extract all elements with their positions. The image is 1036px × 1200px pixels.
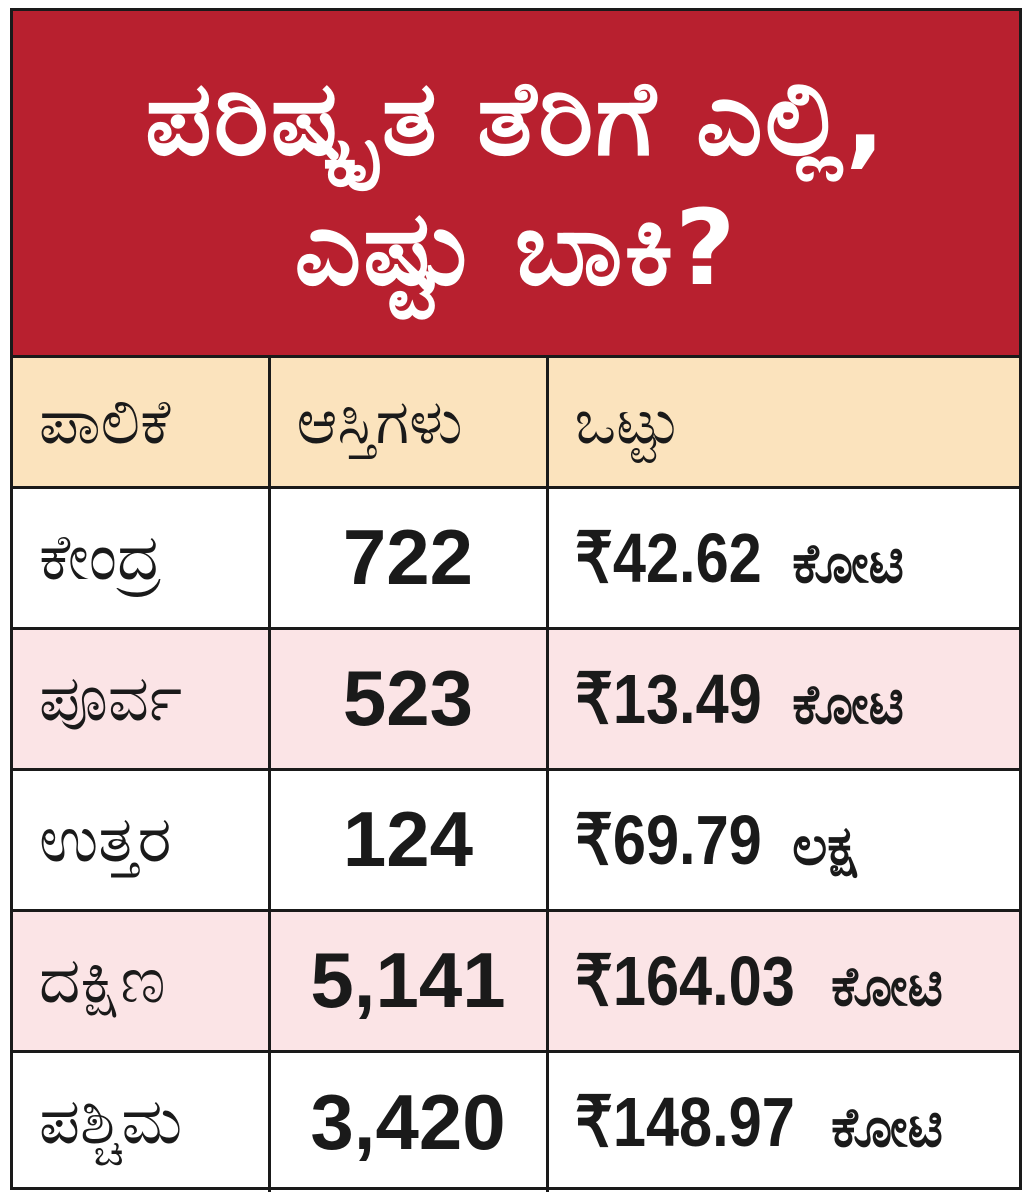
amount-cell: ₹42.62 ಕೋಟಿ: [545, 485, 1019, 630]
table-row: ದಕ್ಷಿಣ 5,141 ₹164.03 ಕೋಟಿ: [13, 908, 1019, 1053]
zone-cell: ಉತ್ತರ: [13, 767, 271, 912]
zone-cell: ಪಶ್ಚಿಮ: [13, 1049, 271, 1192]
amount-unit: ಕೋಟಿ: [792, 531, 904, 595]
title-banner: ಪರಿಷ್ಕೃತ ತೆರಿಗೆ ಎಲ್ಲಿ, ಎಷ್ಟು ಬಾಕಿ?: [13, 11, 1019, 358]
amount-unit: ಕೋಟಿ: [792, 672, 904, 736]
properties-cell: 722: [267, 485, 549, 630]
table-row: ಪೂರ್ವ 523 ₹13.49 ಕೋಟಿ: [13, 626, 1019, 771]
zone-cell: ಕೇಂದ್ರ: [13, 485, 271, 630]
amount-unit: ಕೋಟಿ: [831, 954, 943, 1018]
zone-cell: ಪೂರ್ವ: [13, 626, 271, 771]
table-row: ಪಶ್ಚಿಮ 3,420 ₹148.97 ಕೋಟಿ: [13, 1049, 1019, 1192]
amount-value: ₹42.62: [574, 518, 762, 597]
amount-cell: ₹13.49 ಕೋಟಿ: [545, 626, 1019, 771]
amount-cell: ₹164.03 ಕೋಟಿ: [545, 908, 1019, 1053]
amount-value: ₹164.03: [574, 941, 795, 1020]
table-row: ಉತ್ತರ 124 ₹69.79 ಲಕ್ಷ: [13, 767, 1019, 912]
header-zone: ಪಾಲಿಕೆ: [13, 358, 271, 489]
title-line-1: ಪರಿಷ್ಕೃತ ತೆರಿಗೆ ಎಲ್ಲಿ,: [145, 57, 887, 179]
amount-value: ₹13.49: [574, 659, 762, 738]
properties-cell: 5,141: [267, 908, 549, 1053]
amount-cell: ₹148.97 ಕೋಟಿ: [545, 1049, 1019, 1192]
amount-unit: ಕೋಟಿ: [831, 1096, 943, 1160]
properties-cell: 3,420: [267, 1049, 549, 1192]
table-header-row: ಪಾಲಿಕೆ ಆಸ್ತಿಗಳು ಒಟ್ಟು: [13, 358, 1019, 489]
tax-dues-table: ಪಾಲಿಕೆ ಆಸ್ತಿಗಳು ಒಟ್ಟು ಕೇಂದ್ರ 722 ₹42.62 ಕ…: [13, 358, 1019, 1192]
infographic-card: ಪರಿಷ್ಕೃತ ತೆರಿಗೆ ಎಲ್ಲಿ, ಎಷ್ಟು ಬಾಕಿ? ಪಾಲಿಕ…: [10, 8, 1022, 1192]
amount-unit: ಲಕ್ಷ: [792, 813, 857, 877]
table-row: ಕೇಂದ್ರ 722 ₹42.62 ಕೋಟಿ: [13, 485, 1019, 630]
header-total: ಒಟ್ಟು: [545, 358, 1019, 489]
properties-cell: 124: [267, 767, 549, 912]
properties-cell: 523: [267, 626, 549, 771]
header-properties: ಆಸ್ತಿಗಳು: [267, 358, 549, 489]
zone-cell: ದಕ್ಷಿಣ: [13, 908, 271, 1053]
amount-value: ₹148.97: [574, 1083, 795, 1162]
amount-cell: ₹69.79 ಲಕ್ಷ: [545, 767, 1019, 912]
title-line-2: ಎಷ್ಟು ಬಾಕಿ?: [294, 187, 738, 309]
amount-value: ₹69.79: [574, 800, 762, 879]
